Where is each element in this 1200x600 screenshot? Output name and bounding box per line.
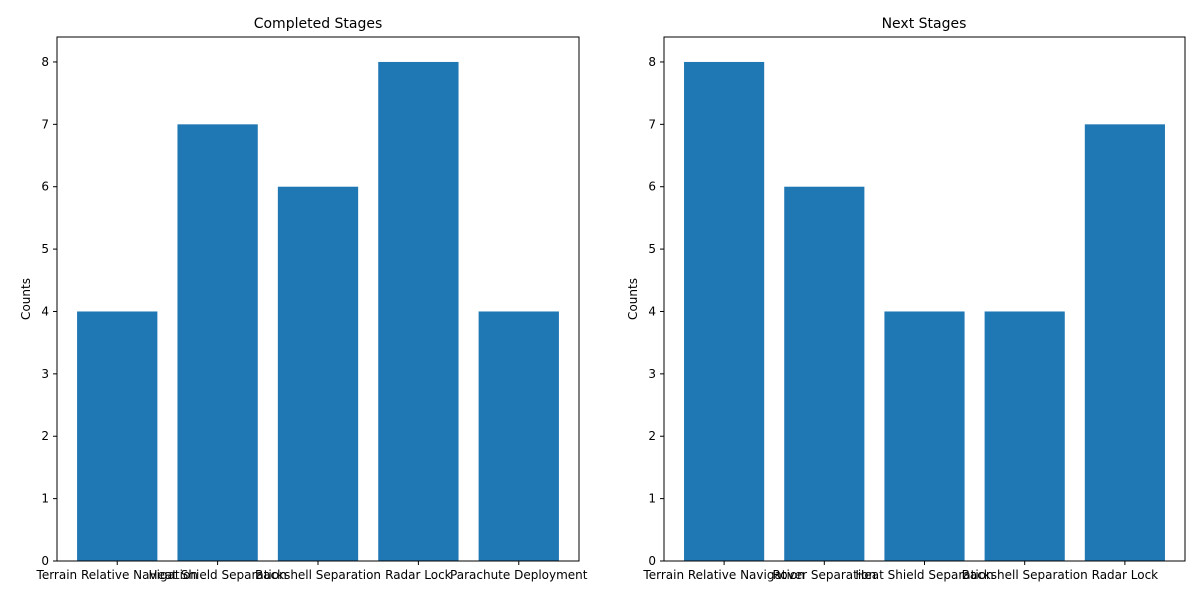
bar xyxy=(77,311,158,561)
y-tick-label: 4 xyxy=(41,304,49,318)
chart-completed-stages: Completed Stages Counts Terrain Relative… xyxy=(19,16,588,582)
y-tick-label: 8 xyxy=(648,55,656,69)
chart-title: Completed Stages xyxy=(254,16,383,32)
x-tick-label: Rover Separation xyxy=(772,568,876,582)
y-tick-label: 3 xyxy=(648,367,656,381)
chart-next-stages: Next Stages Counts Terrain Relative Navi… xyxy=(626,16,1186,582)
y-tick-label: 6 xyxy=(41,180,49,194)
y-tick-label: 2 xyxy=(41,429,49,443)
y-tick-label: 0 xyxy=(41,554,49,568)
y-tick-label: 2 xyxy=(648,429,656,443)
y-axis-label: Counts xyxy=(19,278,33,320)
y-tick-label: 1 xyxy=(41,492,49,506)
bars xyxy=(684,61,1165,561)
bar xyxy=(478,311,559,561)
bar xyxy=(784,186,865,561)
y-tick-label: 5 xyxy=(648,242,656,256)
y-axis-label: Counts xyxy=(626,278,640,320)
y-tick-label: 7 xyxy=(648,117,656,131)
x-tick-label: Radar Lock xyxy=(385,568,452,582)
x-tick-label: Backshell Separation xyxy=(962,568,1088,582)
y-tick-label: 3 xyxy=(41,367,49,381)
x-tick-label: Backshell Separation xyxy=(255,568,381,582)
y-tick-label: 5 xyxy=(41,242,49,256)
x-tick-label: Parachute Deployment xyxy=(450,568,588,582)
x-tick-label: Terrain Relative Navigation xyxy=(36,568,198,582)
y-tick-label: 8 xyxy=(41,55,49,69)
y-tick-label: 4 xyxy=(648,304,656,318)
y-tick-label: 0 xyxy=(648,554,656,568)
bar xyxy=(984,311,1065,561)
bar xyxy=(177,124,258,561)
x-tick-label: Radar Lock xyxy=(1092,568,1159,582)
x-tick-label: Terrain Relative Navigation xyxy=(642,568,804,582)
bar xyxy=(378,61,459,561)
x-tick-label: Heat Shield Separation xyxy=(148,568,286,582)
bar xyxy=(684,61,765,561)
y-tick-label: 6 xyxy=(648,180,656,194)
y-tick-label: 7 xyxy=(41,117,49,131)
bars xyxy=(77,61,559,561)
chart-title: Next Stages xyxy=(882,16,967,32)
x-tick-label: Heat Shield Separation xyxy=(855,568,993,582)
bar xyxy=(1084,124,1165,561)
y-tick-label: 1 xyxy=(648,492,656,506)
bar xyxy=(277,186,359,561)
bar xyxy=(884,311,965,561)
